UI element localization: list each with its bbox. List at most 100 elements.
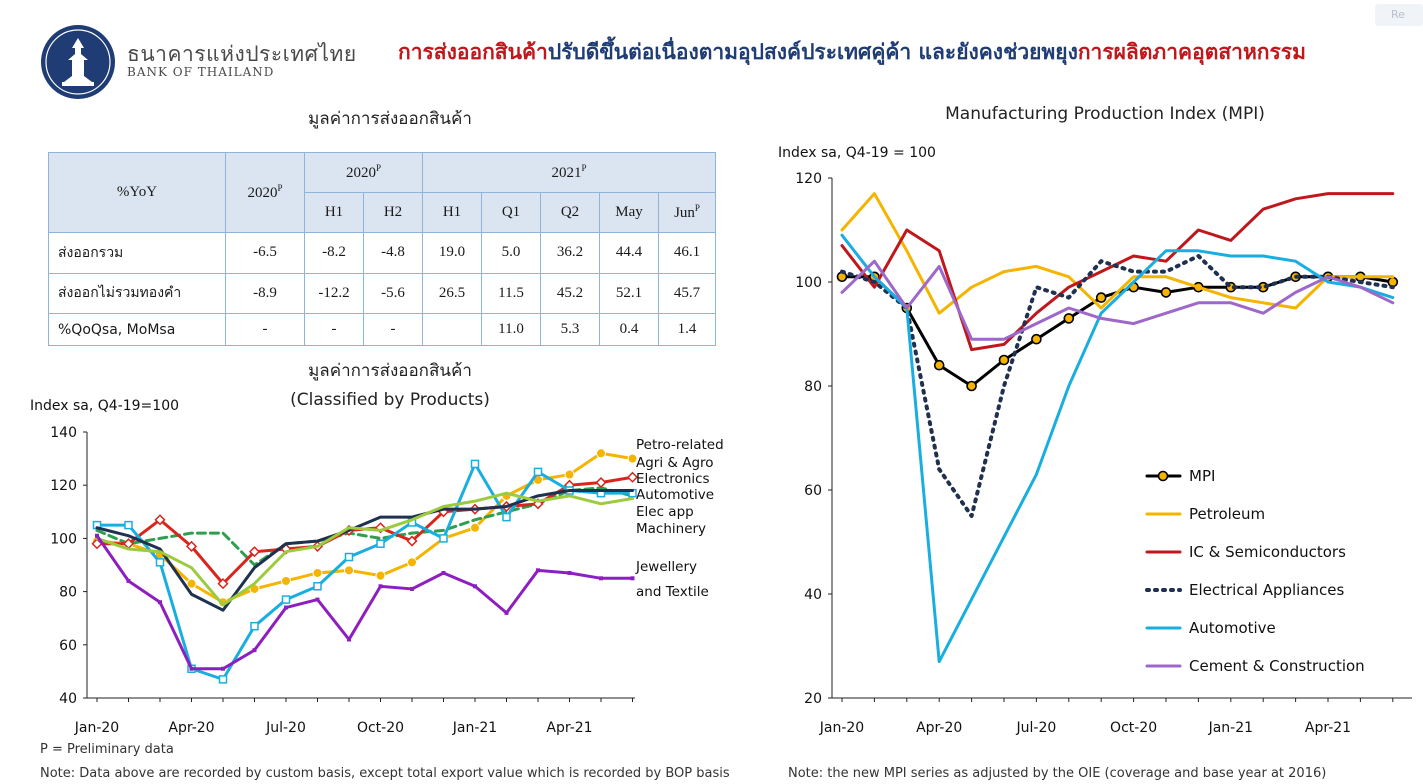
legend-item: Electrical Appliances xyxy=(1145,581,1345,599)
y-tick-label: 120 xyxy=(795,171,822,187)
legend-item: MPI xyxy=(1145,467,1215,485)
legend-label: Electronics xyxy=(636,471,710,487)
y-tick-label: 120 xyxy=(50,478,77,494)
data-point xyxy=(313,582,322,591)
legend-label: IC & Semiconductors xyxy=(1189,543,1346,561)
series-line xyxy=(840,259,1395,341)
legend-label: Automotive xyxy=(636,487,714,503)
data-point xyxy=(347,637,351,642)
x-tick-label: Apr-20 xyxy=(168,720,214,736)
table-group-header-2020: 2020P xyxy=(304,152,423,193)
export-data-note: Note: Data above are recorded by custom … xyxy=(40,766,730,781)
data-point xyxy=(536,568,540,573)
legend-label: MPI xyxy=(1189,467,1215,485)
data-point xyxy=(281,595,291,604)
table-cell: -8.9 xyxy=(225,272,305,315)
export-chart-title: มูลค่าการส่งออกสินค้า xyxy=(308,361,472,381)
data-point xyxy=(504,610,509,615)
export-chart-subtitle: (Classified by Products) xyxy=(290,390,490,410)
table-title: มูลค่าการส่งออกสินค้า xyxy=(308,109,472,129)
x-tick-label: Jan-21 xyxy=(452,720,497,736)
table-cell: 0.4 xyxy=(599,313,659,346)
y-tick-label: 40 xyxy=(804,587,822,603)
legend-label: Petro-related xyxy=(636,437,724,453)
legend-label: and Textile xyxy=(636,584,709,600)
table-cell: 1.4 xyxy=(658,313,716,346)
x-tick-label: Oct-20 xyxy=(1110,720,1157,736)
data-point xyxy=(218,675,228,684)
data-point xyxy=(1063,313,1075,324)
table-header-q1: Q1 xyxy=(481,192,541,233)
data-point xyxy=(630,576,635,581)
table-header-q2: Q2 xyxy=(540,192,600,233)
table-row: %QoQsa, MoMsa - - - 11.0 5.3 0.4 1.4 xyxy=(48,313,716,346)
mpi-chart-title: Manufacturing Production Index (MPI) xyxy=(945,104,1265,124)
table-cell: - xyxy=(363,313,423,346)
y-tick-label: 40 xyxy=(59,691,77,707)
headline-part-1: การส่งออกสินค้า xyxy=(398,40,548,64)
legend-label: Cement & Construction xyxy=(1189,657,1365,675)
table-cell: 46.1 xyxy=(658,232,716,274)
data-point xyxy=(933,359,945,371)
table-cell: 5.3 xyxy=(540,313,600,346)
data-point xyxy=(250,621,259,631)
data-point xyxy=(376,539,385,548)
series-petroleum xyxy=(840,192,1395,315)
series-jewellery-and-textile xyxy=(95,533,635,671)
mpi-data-note: Note: the new MPI series as adjusted by … xyxy=(788,766,1327,781)
data-point xyxy=(470,459,480,469)
series-automotive xyxy=(840,233,1395,664)
brand-name-english: BANK OF THAILAND xyxy=(127,65,275,79)
x-tick-label: Oct-20 xyxy=(357,720,404,736)
table-corner-header: %YoY xyxy=(48,152,226,233)
table-cell: - xyxy=(225,313,305,346)
legend-label: Electrical Appliances xyxy=(1189,581,1345,599)
legend-item: IC & Semiconductors xyxy=(1145,543,1346,561)
data-point xyxy=(596,448,606,459)
series-ic-semiconductors xyxy=(840,192,1395,352)
top-right-tab-label: Re xyxy=(1391,8,1405,21)
data-point xyxy=(407,557,417,568)
data-point xyxy=(155,558,165,567)
data-point xyxy=(470,522,480,533)
table-header-may: May xyxy=(599,192,659,233)
data-point xyxy=(186,578,197,589)
legend-label: Machinery xyxy=(636,521,706,537)
top-right-tab-button[interactable]: Re xyxy=(1375,4,1423,26)
data-point xyxy=(1387,276,1399,288)
y-tick-label: 100 xyxy=(795,275,822,291)
data-point xyxy=(315,597,320,602)
table-row: ส่งออกรวม -6.5 -8.2 -4.8 19.0 5.0 36.2 4… xyxy=(48,232,716,274)
table-header-2020: 2020P xyxy=(225,152,305,233)
series-electrical-appliances xyxy=(840,254,1395,518)
data-point xyxy=(284,605,288,610)
y-axis-label: Index sa, Q4-19 = 100 xyxy=(778,145,936,161)
data-point xyxy=(966,380,977,392)
data-point xyxy=(564,469,575,480)
series-line xyxy=(840,254,1395,518)
x-tick-label: Jul-20 xyxy=(265,720,306,736)
x-tick-label: Jul-20 xyxy=(1016,720,1057,736)
y-axis-label: Index sa, Q4-19=100 xyxy=(30,398,179,414)
data-point xyxy=(248,546,261,558)
data-point xyxy=(439,534,448,543)
series-line xyxy=(95,534,634,671)
headline-part-3: การผลิตภาคอุตสาหกรรม xyxy=(1077,40,1306,64)
data-point xyxy=(281,575,291,586)
series-elec-app xyxy=(95,489,634,612)
preliminary-note: P = Preliminary data xyxy=(40,742,174,757)
data-point xyxy=(126,578,131,583)
series-line xyxy=(840,192,1395,352)
series-line xyxy=(840,233,1395,664)
table-cell: 11.5 xyxy=(481,272,541,315)
x-tick-label: Apr-21 xyxy=(546,720,592,736)
bank-logo-icon xyxy=(41,25,115,99)
y-tick-label: 20 xyxy=(804,691,822,707)
x-tick-label: Apr-20 xyxy=(916,720,962,736)
data-point xyxy=(410,586,414,591)
data-point xyxy=(217,578,229,590)
data-point xyxy=(567,570,572,575)
data-point xyxy=(1160,287,1172,298)
